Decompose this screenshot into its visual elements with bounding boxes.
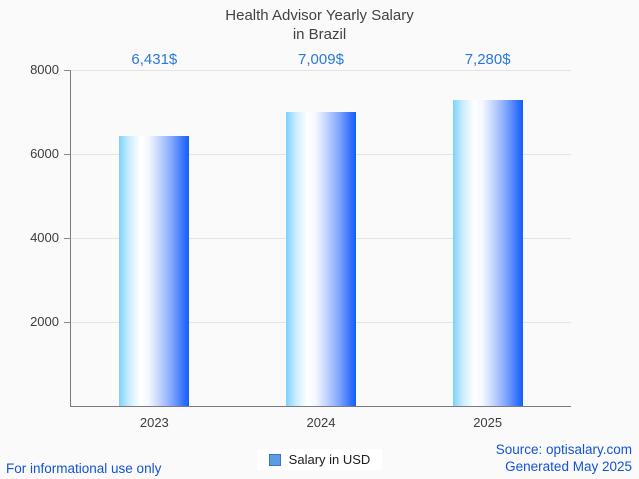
legend-box: Salary in USD bbox=[256, 449, 383, 470]
bar-2024 bbox=[286, 111, 356, 406]
legend-marker-square bbox=[268, 453, 281, 466]
y-axis-label-8000: 8000 bbox=[30, 62, 59, 77]
disclaimer-text: For informational use only bbox=[6, 461, 162, 476]
value-label-2024: 7,009$ bbox=[298, 51, 344, 68]
plot-area: 2000 4000 6000 8000 6,431$ 2023 7,009$ 2024 7,28… bbox=[30, 51, 571, 430]
gridline-8000 bbox=[71, 70, 571, 71]
y-axis-tick-8000 bbox=[64, 70, 71, 71]
x-axis-label-2024: 2024 bbox=[306, 415, 336, 430]
y-axis-label-2000: 2000 bbox=[30, 314, 59, 329]
chart-title-line2: in Brazil bbox=[292, 25, 347, 43]
generated-text: Generated May 2025 bbox=[505, 459, 632, 475]
x-axis-label-2023: 2023 bbox=[139, 415, 169, 430]
y-axis-tick-6000 bbox=[64, 154, 71, 155]
value-label-2025: 7,280$ bbox=[464, 51, 511, 68]
legend: Salary in USD bbox=[0, 449, 639, 470]
value-label-2023: 6,431$ bbox=[131, 51, 178, 68]
bar-2025 bbox=[452, 100, 523, 406]
bar-2023 bbox=[119, 135, 190, 406]
y-axis-label-4000: 4000 bbox=[30, 230, 59, 245]
source-block: Source: optisalary.com Generated May 202… bbox=[496, 442, 632, 476]
y-axis-label-6000: 6000 bbox=[30, 146, 59, 161]
source-text: Source: optisalary.com bbox=[495, 442, 632, 458]
chart-title-line1: Health Advisor Yearly Salary bbox=[225, 7, 414, 24]
chart-title: Health Advisor Yearly Salary in Brazil bbox=[0, 7, 639, 45]
x-axis-label-2025: 2025 bbox=[473, 415, 503, 430]
y-axis-tick-4000 bbox=[64, 238, 71, 239]
legend-label: Salary in USD bbox=[288, 452, 371, 467]
y-axis-tick-2000 bbox=[64, 322, 71, 323]
